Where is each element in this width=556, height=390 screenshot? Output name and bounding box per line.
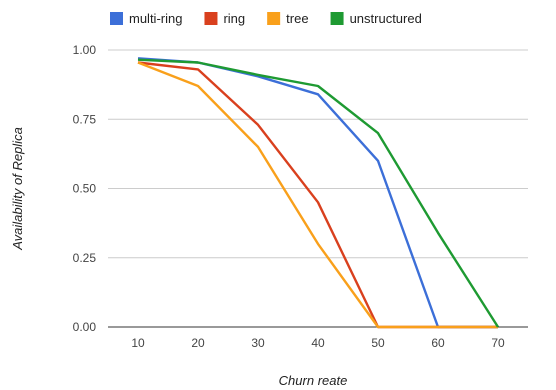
x-axis-ticks: 10 20 30 40 50 60 70 xyxy=(131,336,505,350)
x-tick-label: 50 xyxy=(371,336,385,350)
y-tick-label: 1.00 xyxy=(73,43,97,57)
legend-swatch xyxy=(330,12,344,25)
legend-swatch xyxy=(110,12,123,25)
legend: multi-ring ring tree unstructured xyxy=(110,11,422,26)
gridlines xyxy=(108,49,528,328)
series-line-multi-ring xyxy=(137,57,498,329)
legend-label: ring xyxy=(223,11,245,26)
legend-swatch xyxy=(267,12,281,25)
series-lines xyxy=(137,57,500,329)
y-tick-label: 0.75 xyxy=(73,112,97,126)
x-axis-title: Churn reate xyxy=(279,373,348,388)
x-tick-label: 60 xyxy=(431,336,445,350)
series-line-unstructured xyxy=(137,58,500,328)
x-tick-label: 20 xyxy=(191,336,205,350)
y-tick-label: 0.00 xyxy=(73,320,97,334)
legend-label: unstructured xyxy=(350,11,422,26)
legend-label: tree xyxy=(286,11,308,26)
legend-swatch xyxy=(204,12,218,25)
series-line-ring xyxy=(137,61,498,329)
x-tick-label: 70 xyxy=(491,336,505,350)
y-axis-title: Availability of Replica xyxy=(10,127,25,251)
y-tick-label: 0.50 xyxy=(73,182,97,196)
x-tick-label: 10 xyxy=(131,336,145,350)
y-axis-ticks: 0.00 0.25 0.50 0.75 1.00 xyxy=(73,43,97,334)
legend-label: multi-ring xyxy=(129,11,182,26)
x-tick-label: 30 xyxy=(251,336,265,350)
series-line-tree xyxy=(137,61,498,329)
x-tick-label: 40 xyxy=(311,336,325,350)
y-tick-label: 0.25 xyxy=(73,251,97,265)
